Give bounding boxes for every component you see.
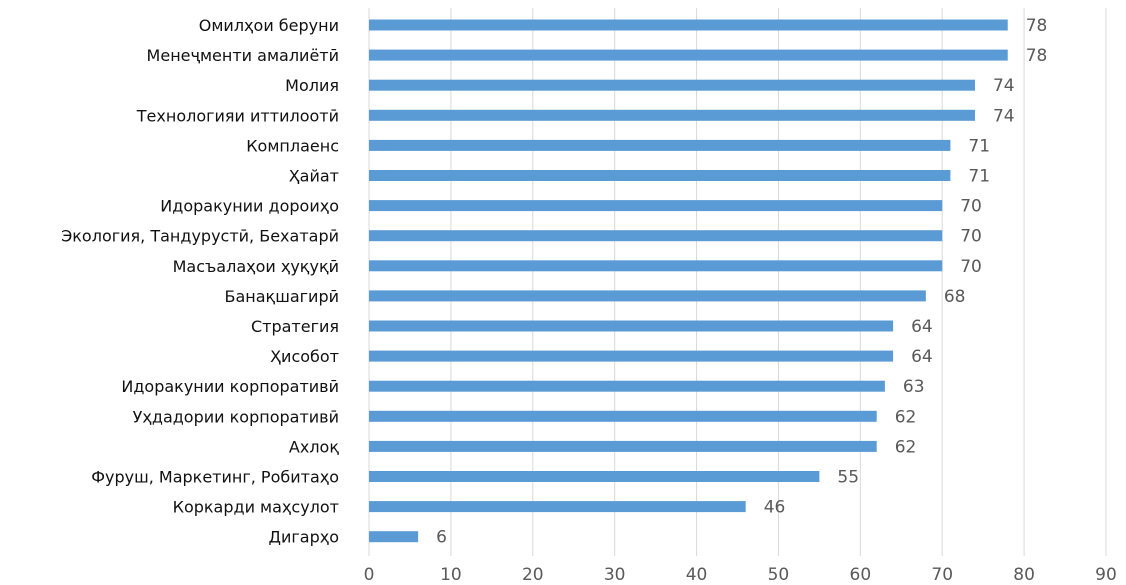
- category-label: Экология, Тандурустӣ, Бехатарӣ: [61, 227, 339, 246]
- data-label: 64: [911, 347, 933, 367]
- data-label: 62: [895, 407, 917, 427]
- bar: [369, 260, 943, 272]
- category-label: Идоракунии корпоративӣ: [121, 377, 339, 396]
- data-label: 46: [764, 498, 786, 518]
- bar: [369, 290, 926, 302]
- category-label: Дигарҳо: [268, 528, 339, 547]
- bar: [369, 109, 975, 121]
- bar: [369, 230, 943, 242]
- bar: [369, 380, 885, 392]
- data-label: 71: [968, 167, 990, 187]
- data-label: 68: [944, 287, 966, 307]
- data-label: 70: [960, 227, 982, 247]
- x-tick-label: 90: [1095, 565, 1117, 585]
- data-label: 63: [903, 377, 925, 397]
- data-label: 78: [1026, 46, 1048, 66]
- data-label: 71: [968, 136, 990, 156]
- data-label: 55: [837, 468, 859, 488]
- bar: [369, 200, 943, 212]
- x-tick-label: 50: [768, 565, 790, 585]
- grid-lines: [368, 8, 1107, 556]
- bar: [369, 440, 877, 452]
- x-tick-label: 20: [522, 565, 544, 585]
- bar: [369, 79, 975, 91]
- category-label: Ҳисобот: [270, 347, 339, 366]
- bars: [369, 19, 1008, 543]
- category-label: Комплаенс: [246, 136, 339, 155]
- category-label: Менеҷменти амалиётӣ: [147, 46, 339, 65]
- data-label: 62: [895, 437, 917, 457]
- category-label: Уҳдадории корпоративӣ: [133, 407, 339, 426]
- x-tick-label: 10: [440, 565, 462, 585]
- bar: [369, 471, 820, 482]
- data-label: 6: [436, 528, 447, 548]
- bar: [369, 320, 894, 332]
- bar: [369, 139, 951, 151]
- bar: [369, 531, 419, 543]
- category-label: Технологияи иттилоотӣ: [136, 106, 339, 125]
- category-label: Идоракунии дороиҳо: [160, 197, 339, 216]
- bar: [369, 49, 1008, 61]
- data-label: 70: [960, 257, 982, 277]
- category-label: Молия: [285, 76, 339, 95]
- bar: [369, 410, 877, 422]
- x-tick-label: 60: [850, 565, 872, 585]
- category-label: Омилҳои беруни: [199, 16, 339, 35]
- bar: [369, 170, 951, 181]
- category-label: Масъалаҳои ҳуқуқӣ: [173, 257, 339, 276]
- x-tick-label: 80: [1013, 565, 1035, 585]
- category-label: Фуруш, Маркетинг, Робитаҳо: [91, 468, 339, 487]
- category-label: Стратегия: [251, 317, 339, 336]
- data-label: 64: [911, 317, 933, 337]
- category-labels: Омилҳои беруни Менеҷменти амалиётӣ Молия Те…: [61, 16, 339, 547]
- category-label: Коркарди маҳсулот: [173, 498, 339, 517]
- data-label: 70: [960, 197, 982, 217]
- x-tick-label: 40: [686, 565, 708, 585]
- data-label: 74: [993, 76, 1015, 96]
- bar: [369, 19, 1008, 31]
- data-label: 78: [1026, 16, 1048, 36]
- x-tick-label: 70: [931, 565, 953, 585]
- x-tick-label: 0: [364, 565, 375, 585]
- category-label: Ахлоқ: [289, 437, 339, 456]
- category-label: Банақшагирӣ: [224, 287, 339, 306]
- bar: [369, 501, 746, 513]
- category-label: Ҳайат: [289, 167, 339, 186]
- x-tick-label: 30: [604, 565, 626, 585]
- x-axis-ticks: 0 10 20 30 40 50 60 70 80 90: [364, 565, 1117, 585]
- data-label: 74: [993, 106, 1015, 126]
- bar: [369, 350, 894, 362]
